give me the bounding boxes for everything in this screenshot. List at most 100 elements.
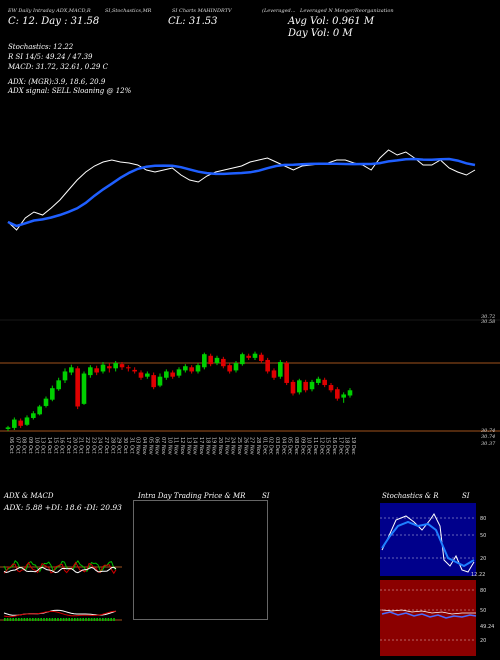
- date-label: 11 Nov: [173, 437, 179, 455]
- candle-body: [335, 389, 340, 399]
- candle-body: [341, 394, 346, 398]
- stochastics-rsi-panel: 80 50 20 12.22 80 50 20 49.24: [380, 503, 494, 656]
- date-label: 25 Nov: [236, 437, 242, 455]
- price-label-4: 30.74: [481, 434, 496, 440]
- date-label: 30 Oct: [122, 437, 128, 454]
- candle-body: [240, 354, 245, 365]
- candle-body: [138, 372, 144, 378]
- candle-body: [37, 406, 42, 415]
- mrsi-line: [381, 609, 476, 615]
- macd-hist-bar: [82, 618, 84, 621]
- candle-body: [297, 380, 302, 393]
- candle-body: [24, 417, 30, 425]
- macd-hist-bar: [88, 618, 90, 621]
- price-line: [7, 149, 476, 231]
- candle-body: [265, 359, 270, 372]
- macd-hist-bar: [32, 618, 34, 621]
- macd-hist-bar: [18, 618, 20, 621]
- candle-body: [284, 363, 289, 383]
- date-label: 24 Nov: [230, 437, 236, 455]
- date-label: 20 Oct: [71, 437, 77, 454]
- macd-hist-bar: [37, 618, 40, 621]
- candle-body: [126, 367, 131, 369]
- candle-body: [278, 362, 283, 377]
- date-label: 03 Dec: [274, 437, 280, 455]
- candle-body: [246, 355, 251, 358]
- macd-hist-bar: [60, 618, 62, 621]
- macd-hist-bar: [74, 618, 76, 621]
- date-label: 27 Nov: [249, 437, 255, 455]
- date-label: 16 Oct: [59, 437, 65, 454]
- macd-hist-bar: [12, 618, 14, 621]
- macd-hist-bar: [6, 618, 9, 621]
- candle-body: [259, 354, 264, 361]
- candle-body: [189, 367, 194, 372]
- candle-body: [252, 353, 258, 358]
- candle-body: [62, 371, 68, 381]
- date-label: 16 Dec: [331, 437, 337, 455]
- adx-panel-values: ADX: 5.88 +DI: 18.6 -DI: 20.93: [4, 503, 122, 512]
- date-label: 17 Oct: [65, 437, 71, 454]
- candle-body: [157, 376, 163, 386]
- candle-body: [88, 367, 93, 376]
- macd-hist-bar: [23, 618, 26, 621]
- macd-hist-bar: [104, 618, 107, 621]
- macd-hist-bar: [26, 618, 28, 621]
- date-label: 10 Oct: [33, 437, 39, 454]
- date-label: 18 Dec: [344, 437, 350, 455]
- candle-body: [322, 379, 327, 386]
- date-label: 28 Oct: [109, 437, 115, 454]
- rsi-tick-label: 80: [480, 588, 486, 594]
- date-label: 07 Oct: [14, 437, 20, 454]
- date-label: 23 Oct: [90, 437, 96, 454]
- macd-hist-bar: [68, 618, 70, 621]
- candle-body: [202, 354, 207, 368]
- date-label: 12 Nov: [179, 437, 185, 455]
- price-label-5: 30.37: [481, 441, 496, 447]
- stoch-value-label: 12.22: [471, 572, 485, 578]
- date-label: 21 Oct: [78, 437, 84, 454]
- candle-body: [75, 368, 80, 407]
- macd-hist-bar: [20, 618, 23, 621]
- date-label: 31 Oct: [128, 437, 134, 454]
- price-label-3: 30.74: [481, 428, 496, 434]
- macd-hist-bar: [48, 618, 51, 621]
- date-label: 05 Dec: [287, 437, 293, 455]
- date-label: 06 Oct: [8, 437, 14, 454]
- candle-body: [107, 366, 112, 369]
- date-label: 17 Dec: [337, 437, 343, 455]
- candle-body: [119, 364, 125, 368]
- date-label: 14 Oct: [46, 437, 52, 454]
- date-label: 09 Oct: [27, 437, 33, 454]
- macd-hist-bar: [99, 618, 101, 621]
- macd-hist-bar: [43, 618, 45, 621]
- candle-body: [221, 358, 226, 367]
- candle-body: [183, 366, 188, 371]
- date-label: 22 Oct: [84, 437, 90, 454]
- date-label: 13 Nov: [185, 437, 191, 455]
- rsi-line: [381, 611, 477, 619]
- macd-hist-bar: [113, 618, 115, 621]
- date-label: 10 Nov: [166, 437, 172, 455]
- date-label: 24 Oct: [97, 437, 103, 454]
- candle-body: [316, 378, 321, 383]
- candle-body: [100, 364, 106, 372]
- candle-body: [50, 388, 55, 400]
- date-label: 04 Dec: [280, 437, 286, 455]
- date-label: 28 Nov: [255, 437, 261, 455]
- rsi-text: R SI 14/5: 49.24 / 47.39: [8, 53, 93, 61]
- date-label: 18 Nov: [204, 437, 210, 455]
- macd-hist-bar: [102, 618, 104, 621]
- date-label: 04 Nov: [141, 437, 147, 455]
- candle-body: [208, 355, 213, 365]
- macd-hist-bar: [54, 618, 56, 621]
- candle-body: [113, 363, 118, 369]
- macd-hist-bar: [107, 618, 110, 621]
- stoch-tick-label: 20: [480, 556, 486, 562]
- adx-line: [3, 566, 117, 574]
- price-label-2: 30.58: [481, 319, 496, 325]
- candle-body: [56, 380, 61, 390]
- candle-body: [214, 357, 220, 364]
- candle-body: [176, 369, 182, 376]
- stoch-text: Stochastics: 12.22: [8, 43, 74, 51]
